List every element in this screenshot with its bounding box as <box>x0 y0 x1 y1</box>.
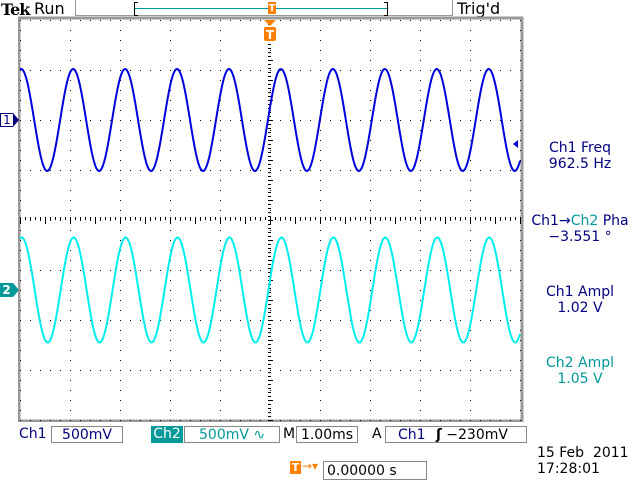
acquisition-state: Run <box>34 0 65 18</box>
trigger-status: Trig'd <box>457 0 501 18</box>
timebase-scale[interactable]: 1.00ms <box>296 426 358 443</box>
trigger-position-value[interactable]: 0.00000 s <box>323 461 427 480</box>
ch1-ground-marker[interactable]: 1 <box>0 113 13 127</box>
trigger-mode: A <box>372 426 382 442</box>
ch1-waveform <box>19 67 521 173</box>
time: 17:28:01 <box>537 461 600 477</box>
measurement-ch1-freq: Ch1 Freq 962.5 Hz <box>548 140 612 172</box>
ch1-trigger-level-marker <box>513 140 518 148</box>
rising-edge-icon: ʃ <box>436 427 442 443</box>
trigger-settings[interactable]: Ch1 ʃ −230mV <box>385 426 527 443</box>
date: 15 Feb 2011 <box>537 445 629 461</box>
ch2-waveform <box>19 236 521 344</box>
ch2-label[interactable]: Ch2 <box>151 426 183 443</box>
ch2-ground-marker[interactable]: 2 <box>0 283 13 297</box>
measurement-phase: Ch1→Ch2 Pha −3.551 ° <box>531 213 629 245</box>
trigger-marker: T <box>264 20 276 42</box>
trigger-position-icon: T <box>290 461 301 474</box>
arrow-icon: →▾ <box>302 459 319 473</box>
measurement-ch2-ampl: Ch2 Ampl 1.05 V <box>546 355 614 387</box>
svg-text:T: T <box>266 28 275 42</box>
timebase-prefix: M <box>283 426 296 442</box>
ch1-scale[interactable]: 500mV <box>51 426 123 443</box>
measurement-ch1-ampl: Ch1 Ampl 1.02 V <box>546 284 614 316</box>
ac-coupling-icon: ∿ <box>253 427 266 443</box>
record-view-bar <box>134 2 388 16</box>
tek-logo: Tek <box>1 0 30 19</box>
graticule: T <box>18 16 524 422</box>
ch1-label[interactable]: Ch1 <box>19 426 47 442</box>
ch2-scale[interactable]: 500mV ∿ <box>184 426 280 443</box>
trigger-position-marker-top: T <box>268 2 276 14</box>
